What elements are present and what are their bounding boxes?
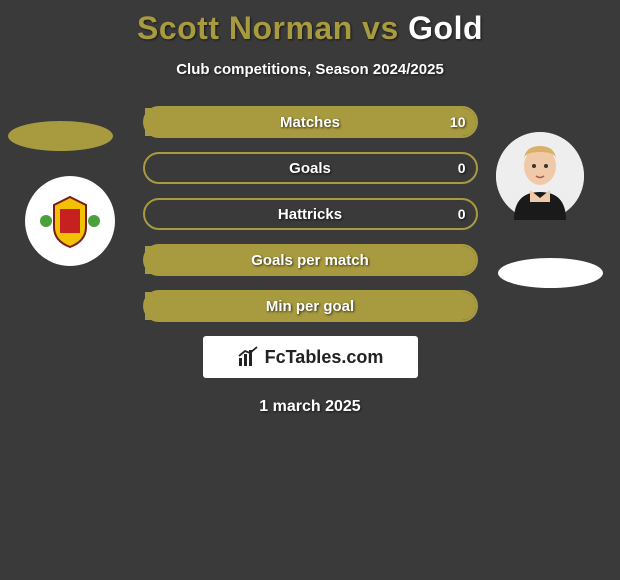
stat-value-right: 10 (450, 114, 466, 130)
stat-label: Goals (289, 160, 331, 177)
vs-text: vs (353, 10, 408, 46)
right-ellipse-decoration (498, 258, 603, 288)
stat-row: Goals 0 (143, 152, 478, 184)
stat-row: Hattricks 0 (143, 198, 478, 230)
stat-label: Matches (280, 114, 340, 131)
subtitle: Club competitions, Season 2024/2025 (0, 61, 620, 78)
stat-row: Goals per match (143, 244, 478, 276)
stat-row: Matches 10 (143, 106, 478, 138)
stat-value-right: 0 (458, 206, 466, 222)
right-player-avatar (496, 132, 584, 220)
stat-label: Goals per match (251, 252, 369, 269)
stat-label: Hattricks (278, 206, 342, 223)
branding-text: FcTables.com (265, 347, 384, 368)
date-text: 1 march 2025 (0, 398, 620, 416)
player2-name: Gold (408, 10, 483, 46)
player1-name: Scott Norman (137, 10, 353, 46)
chart-icon (237, 346, 259, 368)
left-club-crest (25, 176, 115, 266)
page-title: Scott Norman vs Gold (0, 0, 620, 47)
stat-value-right: 0 (458, 160, 466, 176)
stat-label: Min per goal (266, 298, 354, 315)
stat-row: Min per goal (143, 290, 478, 322)
left-ellipse-decoration (8, 121, 113, 151)
stats-container: Matches 10 Goals 0 Hattricks 0 Goals per match… (143, 106, 478, 322)
branding-box: FcTables.com (203, 336, 418, 378)
